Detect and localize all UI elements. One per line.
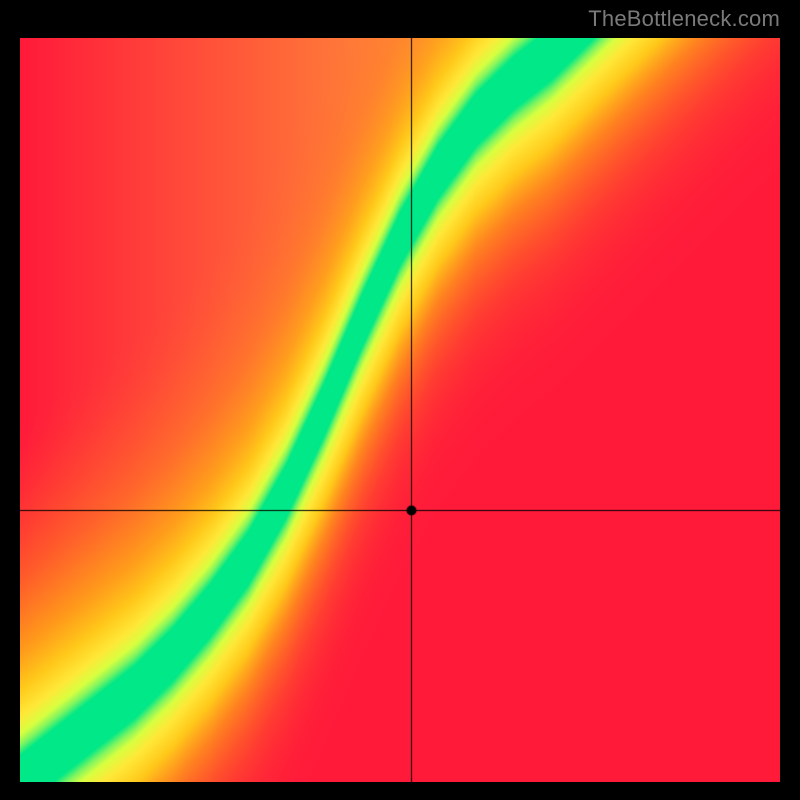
watermark-text: TheBottleneck.com [588,6,780,32]
heatmap-canvas [20,38,780,782]
heatmap-plot [20,38,780,782]
root: TheBottleneck.com [0,0,800,800]
